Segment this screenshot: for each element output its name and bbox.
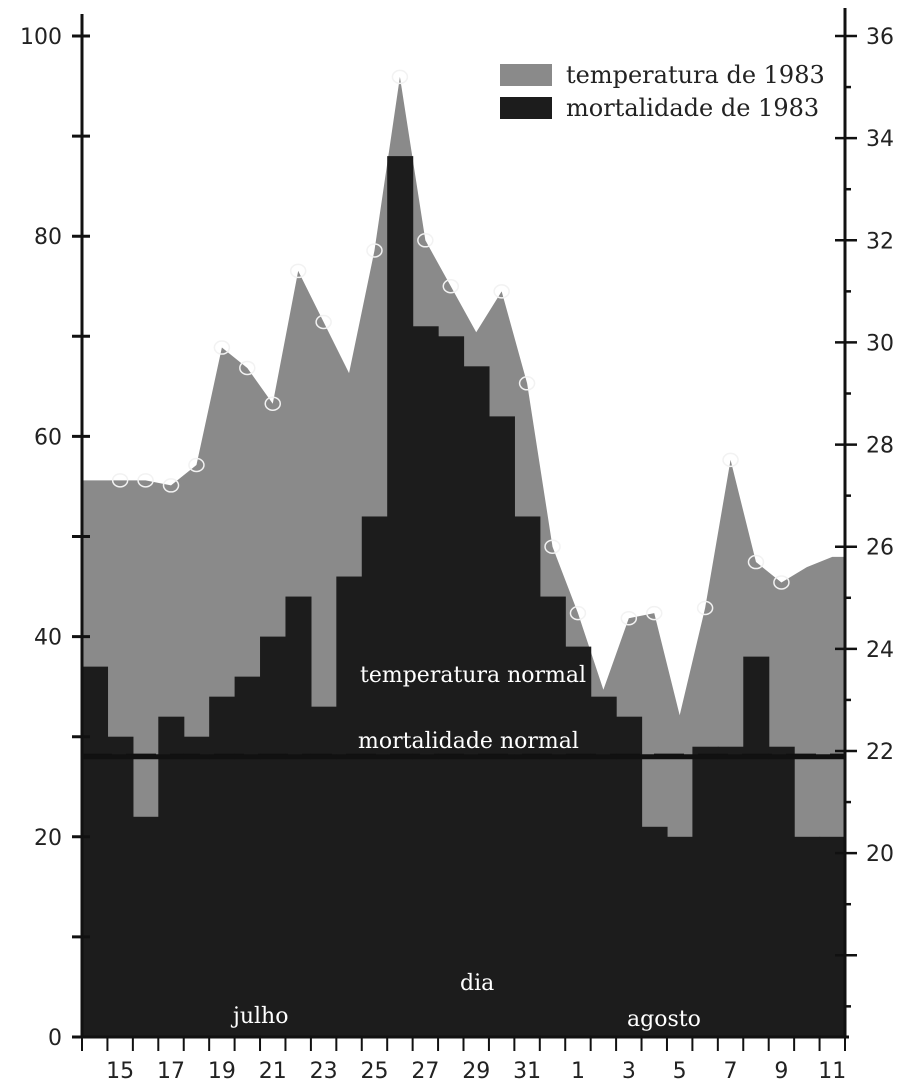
temperature-marker [747,554,765,570]
mortality-bar [641,826,668,1037]
temperature-marker [213,340,231,355]
x-tick-label: 1 [571,1059,585,1084]
right-tick-label: 30 [866,331,894,356]
left-tick-label: 0 [48,1026,62,1051]
plot-area [82,69,846,1038]
right-tick-label: 26 [866,536,894,561]
temperature-marker [137,473,154,488]
right-tick-label: 28 [866,434,894,459]
mortality-bar [183,736,210,1037]
temperature-marker [417,233,434,248]
temperature-marker [289,263,307,279]
mortality-bar [666,836,693,1037]
right-tick-label: 24 [866,638,894,663]
temperature-marker [696,600,714,616]
legend-swatch-mortalidade [500,97,552,119]
annotations: temperatura normal mortalidade normal di… [230,663,701,1032]
left-tick-label: 20 [34,826,62,851]
mortality-bar [819,836,846,1037]
right-tick-label: 20 [866,842,894,867]
x-tick-label: 17 [157,1059,185,1084]
mortality-bar [565,646,592,1037]
x-tick-label: 27 [411,1059,439,1084]
mortality-bar [768,746,795,1037]
right-tick-label: 22 [866,740,894,765]
temperature-marker [111,473,129,488]
temperature-marker [544,539,561,554]
month-label-julho: julho [230,1004,288,1029]
mortality-bar [539,596,566,1037]
temperature-marker [569,605,587,621]
temperature-marker [493,284,510,299]
x-tick-label: 3 [622,1059,636,1084]
mortality-bar [336,576,363,1037]
mortality-bar [590,696,617,1037]
temperature-marker [391,69,409,85]
x-tick-label: 23 [310,1059,338,1084]
temperature-marker [620,610,638,626]
mortality-bar [82,666,109,1037]
right-tick-label: 32 [866,229,894,254]
mortality-bar [692,746,719,1037]
legend-label-temperatura: temperatura de 1983 [566,61,825,89]
x-tick-label: 21 [259,1059,287,1084]
temperature-marker [722,452,739,468]
left-tick-label: 80 [34,225,62,250]
x-tick-label: 5 [673,1059,687,1084]
temperature-marker [366,243,383,258]
mortality-bar [209,696,236,1037]
x-tick-label: 15 [106,1059,134,1084]
x-tick-label: 19 [208,1059,236,1084]
mortality-bar [514,516,541,1037]
mortality-bar [234,676,261,1037]
legend-label-mortalidade: mortalidade de 1983 [566,94,819,122]
x-axis-label: dia [460,971,494,996]
x-tick-label: 9 [774,1059,788,1084]
legend: temperatura de 1983 mortalidade de 1983 [500,61,825,122]
mortality-bar [158,716,185,1037]
mortality-bar [616,716,643,1037]
mortality-bar [260,636,287,1037]
mortality-bar [310,706,337,1037]
mortality-bar [488,416,515,1037]
left-tick-label: 100 [20,25,62,50]
left-tick-label: 60 [34,425,62,450]
temperature-marker [518,376,536,391]
temperature-marker [646,605,663,621]
temperatura-normal-label: temperatura normal [360,663,586,688]
mortality-bar [132,816,159,1037]
x-tick-label: 7 [724,1059,738,1084]
mortality-bar [361,516,388,1037]
mortality-bar [285,596,312,1037]
mortality-bar [387,156,414,1037]
month-label-agosto: agosto [627,1007,701,1032]
mortality-bar [743,656,770,1037]
temperature-marker [162,478,180,493]
x-tick-label: 11 [818,1059,846,1084]
mortality-bar [794,836,821,1037]
mortality-bar [438,336,465,1037]
temperature-marker [315,314,332,330]
right-tick-label: 34 [866,127,894,152]
temperature-marker [264,396,281,411]
temperature-marker [442,279,460,294]
x-tick-label: 31 [513,1059,541,1084]
mortality-bar [412,326,439,1037]
x-tick-label: 25 [360,1059,388,1084]
mortality-bar [107,736,134,1037]
mortalidade-normal-label: mortalidade normal [358,729,579,754]
right-tick-label: 36 [866,25,894,50]
mortality-bar [463,366,490,1038]
x-tick-label: 29 [462,1059,490,1084]
legend-swatch-temperatura [500,64,552,86]
temperature-marker [773,575,790,590]
mortality-bar [717,746,744,1037]
left-tick-label: 40 [34,626,62,651]
temperature-marker [188,457,205,473]
temperature-marker [239,360,256,376]
